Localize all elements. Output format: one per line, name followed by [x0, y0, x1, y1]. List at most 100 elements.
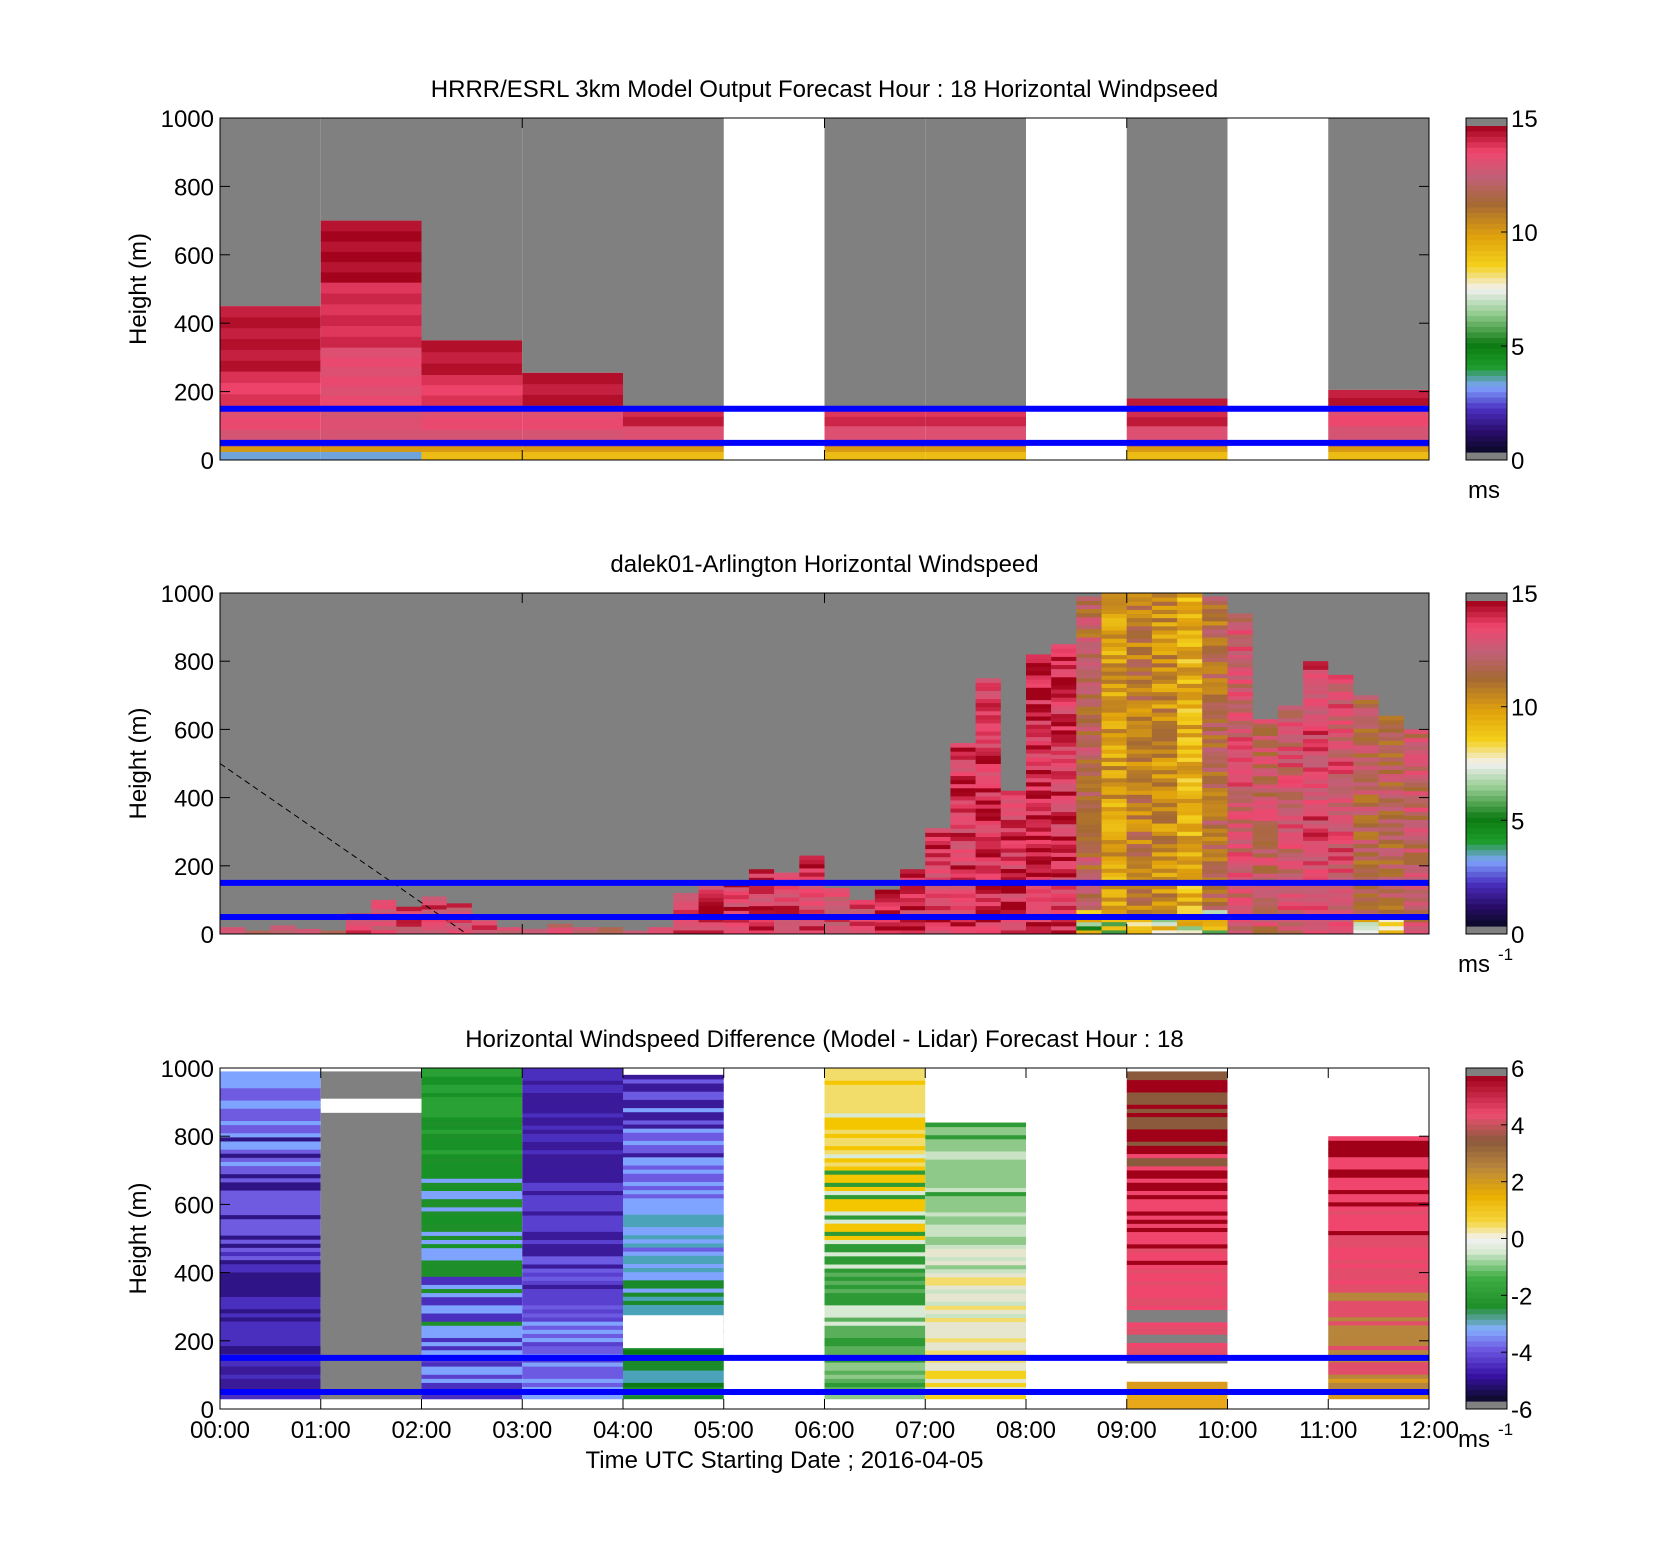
difference-cell [925, 1382, 1026, 1388]
windspeed-cell [1026, 921, 1052, 927]
difference-cell [421, 1182, 523, 1187]
y-tick-label: 1000 [161, 106, 214, 133]
windspeed-cell [900, 929, 926, 935]
windspeed-cell [1328, 888, 1354, 894]
windspeed-cell [1227, 929, 1253, 935]
windspeed-cell [1277, 909, 1304, 915]
windspeed-cell [1227, 786, 1253, 791]
windspeed-cell [1126, 732, 1152, 738]
windspeed-cell [1126, 901, 1152, 906]
windspeed-cell [1378, 892, 1404, 898]
difference-cell [824, 1362, 926, 1367]
windspeed-cell [1051, 872, 1077, 878]
windspeed-cell [950, 803, 976, 809]
colorbar-swatch [1466, 1168, 1507, 1175]
difference-cell [925, 1276, 1026, 1282]
difference-cell [320, 1251, 422, 1257]
difference-cell [220, 1316, 321, 1322]
windspeed-cell [1026, 777, 1052, 783]
windspeed-cell [849, 908, 875, 914]
windspeed-cell [220, 306, 321, 318]
difference-cell [925, 1155, 1026, 1160]
windspeed-cell [874, 889, 901, 895]
windspeed-cell [874, 917, 901, 923]
windspeed-cell [1126, 823, 1152, 828]
windspeed-cell [1101, 929, 1127, 935]
windspeed-cell [1126, 650, 1152, 656]
windspeed-cell [421, 896, 447, 902]
windspeed-cell [1076, 791, 1102, 797]
difference-cell [320, 1271, 422, 1277]
windspeed-cell [1000, 921, 1026, 927]
panel-model-windspeed: HRRR/ESRL 3km Model Output Forecast Hour… [125, 76, 1538, 504]
windspeed-cell [1126, 905, 1152, 910]
windspeed-cell [1227, 675, 1253, 680]
windspeed-cell [1328, 724, 1354, 729]
colorbar-swatch [1466, 1103, 1507, 1110]
windspeed-cell [1101, 823, 1127, 828]
difference-cell [220, 1370, 321, 1375]
windspeed-cell [1126, 687, 1152, 693]
windspeed-cell [623, 406, 724, 417]
colorbar-swatch [1466, 245, 1507, 252]
difference-cell [320, 1280, 422, 1285]
windspeed-cell [1378, 781, 1404, 787]
windspeed-cell [1101, 646, 1127, 652]
windspeed-cell [1101, 868, 1127, 873]
windspeed-cell [1101, 720, 1127, 725]
difference-cell [925, 1341, 1026, 1347]
windspeed-cell [1151, 851, 1178, 857]
windspeed-cell [925, 446, 1026, 452]
windspeed-cell [874, 893, 901, 899]
windspeed-cell [1303, 762, 1329, 768]
windspeed-cell [320, 325, 422, 337]
windspeed-cell [975, 925, 1001, 931]
difference-cell [623, 1343, 724, 1349]
difference-cell [522, 1255, 623, 1261]
difference-cell [1328, 1304, 1429, 1310]
windspeed-cell [1328, 765, 1354, 770]
difference-cell [421, 1190, 523, 1196]
windspeed-cell [849, 921, 875, 926]
difference-cell [1328, 1205, 1429, 1211]
difference-cell [522, 1215, 623, 1220]
windspeed-cell [1051, 831, 1077, 837]
colorbar-swatch [1466, 644, 1507, 651]
windspeed-cell [1101, 860, 1127, 865]
x-tick-label: 08:00 [996, 1417, 1056, 1444]
windspeed-cell [1303, 758, 1329, 764]
windspeed-cell [421, 363, 523, 375]
difference-cell [421, 1198, 523, 1204]
windspeed-cell [1303, 730, 1329, 735]
difference-cell [925, 1374, 1026, 1379]
windspeed-cell [1101, 654, 1127, 660]
windspeed-cell [1151, 703, 1178, 709]
windspeed-cell [1126, 671, 1152, 676]
colorbar-swatch [1466, 698, 1507, 705]
windspeed-cell [1202, 706, 1228, 711]
colorbar-swatch [1466, 1200, 1507, 1207]
windspeed-cell [1076, 803, 1102, 809]
colorbar-swatch [1466, 909, 1507, 916]
difference-cell [925, 1187, 1026, 1193]
windspeed-cell [1277, 799, 1304, 804]
difference-cell [1126, 1096, 1228, 1101]
x-tick-label: 12:00 [1399, 1417, 1459, 1444]
windspeed-cell [1126, 679, 1152, 684]
difference-cell [522, 1108, 623, 1114]
windspeed-cell [1378, 765, 1404, 770]
difference-cell [925, 1142, 1026, 1148]
windspeed-cell [1227, 897, 1253, 902]
colorbar-swatch [1466, 915, 1507, 922]
difference-cell [925, 1280, 1026, 1286]
windspeed-cell [1353, 859, 1379, 865]
difference-cell [1126, 1272, 1228, 1278]
windspeed-cell [1051, 840, 1077, 845]
difference-cell [623, 1230, 724, 1236]
difference-cell [1328, 1181, 1429, 1186]
windspeed-cell [1151, 662, 1178, 668]
windspeed-cell [1227, 827, 1253, 832]
windspeed-cell [1252, 873, 1278, 878]
windspeed-cell [1051, 836, 1077, 841]
difference-cell [1126, 1178, 1228, 1183]
